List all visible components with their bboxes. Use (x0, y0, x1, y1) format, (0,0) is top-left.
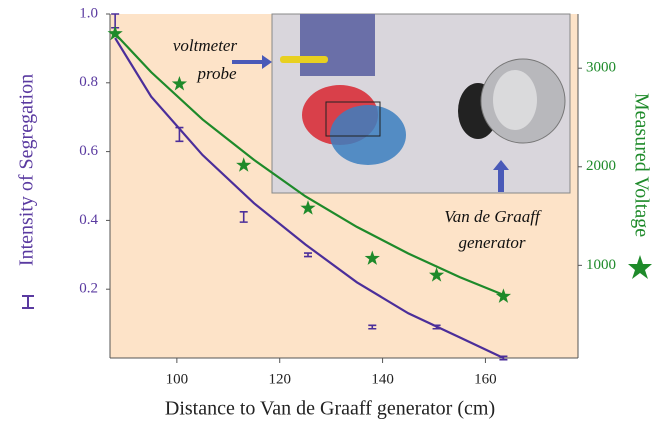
y2-tick-label: 1000 (586, 257, 616, 273)
star-point (107, 25, 123, 41)
star-point (364, 250, 380, 265)
y-tick-label: 0.6 (79, 143, 98, 159)
x-axis-label: Distance to Van de Graaff generator (cm) (165, 398, 495, 420)
y2-tick-label: 2000 (586, 158, 616, 174)
inset-photo (232, 13, 571, 194)
star-point (300, 200, 316, 215)
y-axis-label: Intensity of Segregation (16, 74, 38, 266)
error-bar (175, 126, 184, 143)
y-tick-label: 0.4 (79, 212, 98, 228)
error-bar (239, 211, 248, 223)
legend-errorbar-icon (22, 295, 34, 309)
x-tick-label: 100 (166, 371, 189, 387)
star-point (236, 157, 252, 172)
x-tick-label: 120 (268, 371, 291, 387)
star-point (171, 75, 188, 91)
annotation: probe (196, 64, 236, 83)
star-point (495, 288, 512, 303)
y-tick-label: 0.2 (79, 281, 98, 297)
y2-tick-label: 3000 (586, 60, 616, 76)
fit-line (114, 32, 504, 296)
x-tick-label: 140 (371, 371, 394, 387)
annotation: Van de Graaff (444, 207, 542, 226)
fit-line (114, 37, 504, 359)
y-tick-label: 1.0 (79, 5, 98, 21)
error-bar (304, 252, 312, 258)
error-bar (432, 324, 441, 330)
y-tick-label: 0.8 (79, 74, 98, 90)
y2-axis-label: Measured Voltage (630, 93, 652, 237)
annotation: voltmeter (173, 36, 238, 55)
annotation: generator (458, 233, 525, 252)
error-bar (499, 355, 508, 361)
star-point (428, 267, 445, 282)
error-bar (368, 324, 377, 330)
x-tick-label: 160 (474, 371, 497, 387)
legend-star-icon (628, 255, 652, 279)
